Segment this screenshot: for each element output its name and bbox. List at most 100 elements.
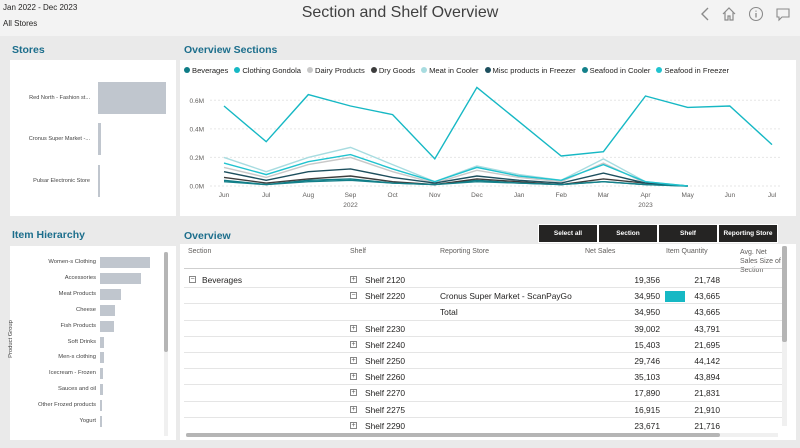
- legend-item[interactable]: Clothing Gondola: [234, 64, 301, 76]
- net-sales-cell: 39,002: [634, 323, 660, 334]
- table-row[interactable]: Total 34,950 43,665: [184, 304, 784, 321]
- table-row[interactable]: + Shelf 2270 17,890 21,831: [184, 385, 784, 402]
- stores-filter[interactable]: All Stores: [3, 19, 38, 28]
- header-divider: [184, 268, 784, 269]
- hierarchy-bar[interactable]: [100, 320, 114, 332]
- reporting-store-button[interactable]: Reporting Store: [718, 224, 778, 243]
- expand-shelf-icon[interactable]: +: [350, 389, 357, 397]
- shelf-button[interactable]: Shelf: [658, 224, 718, 243]
- overview-table-card: [180, 244, 796, 440]
- shelf-cell: Shelf 2220: [365, 291, 406, 302]
- home-icon[interactable]: [721, 6, 737, 22]
- item-quantity-cell: 44,142: [694, 356, 720, 366]
- table-row[interactable]: + Shelf 2250 29,746 44,142: [184, 353, 784, 370]
- page-title: Section and Shelf Overview: [301, 4, 499, 21]
- date-range-filter[interactable]: Jan 2022 - Dec 2023: [3, 3, 78, 12]
- hierarchy-scrollbar-thumb[interactable]: [164, 252, 168, 352]
- expand-shelf-icon[interactable]: +: [350, 373, 357, 381]
- net-sales-cell: 35,103: [634, 372, 660, 383]
- shelf-cell: Shelf 2240: [365, 339, 406, 350]
- x-tick-label: Mar: [598, 192, 610, 199]
- stores-bar-chart: [98, 80, 168, 200]
- table-hscroll-thumb[interactable]: [186, 433, 720, 437]
- x-tick-label: Jun: [725, 192, 736, 199]
- table-row[interactable]: − Shelf 2220 Cronus Super Market - ScanPay…: [184, 288, 784, 305]
- hierarchy-bar[interactable]: [100, 368, 103, 380]
- table-row[interactable]: + Shelf 2240 15,403 21,695: [184, 337, 784, 353]
- column-header-item-quantity[interactable]: Item Quantity: [666, 248, 708, 255]
- expand-shelf-icon[interactable]: +: [350, 405, 357, 413]
- hierarchy-bar[interactable]: [100, 257, 150, 268]
- hierarchy-bar[interactable]: [100, 336, 104, 348]
- hierarchy-bar[interactable]: [100, 352, 104, 364]
- net-sales-cell: 23,671: [634, 420, 660, 431]
- hierarchy-bar[interactable]: [100, 304, 115, 316]
- legend-item[interactable]: Dry Goods: [370, 64, 415, 76]
- shelf-cell: Shelf 2270: [365, 388, 406, 399]
- expand-shelf-icon[interactable]: +: [350, 357, 357, 364]
- legend-dot: [581, 67, 588, 73]
- hierarchy-bar[interactable]: [100, 416, 102, 427]
- store-bar[interactable]: [98, 123, 102, 155]
- x-tick-label: May: [682, 192, 695, 199]
- legend-dot: [370, 67, 377, 73]
- hierarchy-bar[interactable]: [100, 288, 121, 300]
- column-header-avg-net-sales[interactable]: Avg. Net Sales Size of Section: [740, 249, 781, 274]
- legend-item[interactable]: Dairy Products: [307, 64, 365, 76]
- hierarchy-bar[interactable]: [100, 384, 103, 396]
- series-line: [223, 86, 773, 161]
- net-sales-cell: 29,746: [634, 356, 660, 366]
- column-header-reporting-store[interactable]: Reporting Store: [440, 248, 490, 255]
- table-vscroll-thumb[interactable]: [782, 246, 787, 342]
- store-bar[interactable]: [98, 82, 166, 114]
- store-bar[interactable]: [98, 165, 100, 197]
- info-icon[interactable]: [748, 6, 764, 22]
- y-tick-label: 0.6M: [190, 98, 204, 105]
- expand-shelf-icon[interactable]: +: [350, 421, 357, 429]
- legend-dot: [484, 67, 491, 73]
- hierarchy-label: Yogurt: [79, 418, 96, 424]
- chart-legend: Beverages Clothing Gondola Dairy Products D…: [184, 64, 729, 76]
- section-button[interactable]: Section: [598, 224, 658, 243]
- expand-shelf-icon[interactable]: +: [350, 324, 357, 332]
- store-label: Pulsar Electronic Store: [33, 178, 90, 184]
- legend-item[interactable]: Misc products in Freezer: [484, 64, 576, 76]
- legend-item[interactable]: Seafood in Freezer: [656, 64, 729, 76]
- series-line: [223, 156, 688, 187]
- y-tick-label: 0.0M: [190, 184, 204, 191]
- hierarchy-bar[interactable]: [100, 400, 102, 412]
- select-all-button[interactable]: Select all: [538, 224, 598, 243]
- store-label: Red North - Fashion st...: [29, 95, 90, 101]
- overview-sections-card: [180, 60, 796, 216]
- table-row[interactable]: + Shelf 2290 23,671 21,716: [184, 418, 784, 432]
- table-row[interactable]: + Shelf 2230 39,002 43,791: [184, 321, 784, 337]
- legend-dot: [656, 67, 663, 73]
- collapse-shelf-icon[interactable]: −: [350, 292, 357, 300]
- section-cell: Beverages: [202, 275, 243, 285]
- legend-label: Meat in Cooler: [429, 65, 479, 75]
- table-row[interactable]: + Shelf 2275 16,915 21,910: [184, 402, 784, 418]
- legend-item[interactable]: Seafood in Cooler: [581, 64, 650, 76]
- legend-item[interactable]: Beverages: [184, 64, 228, 76]
- x-tick-label: Dec: [471, 192, 483, 199]
- legend-dot: [307, 67, 313, 73]
- legend-item[interactable]: Meat in Cooler: [421, 64, 479, 76]
- series-line: [223, 179, 688, 187]
- hierarchy-label: Icecream - Frozen: [48, 370, 96, 377]
- column-header-net-sales[interactable]: Net Sales: [585, 248, 616, 255]
- collapse-section-icon[interactable]: −: [189, 276, 196, 283]
- hierarchy-bar[interactable]: [100, 272, 141, 284]
- series-line: [223, 153, 688, 187]
- legend-dot: [234, 67, 241, 73]
- back-icon[interactable]: [698, 6, 714, 22]
- legend-label: Seafood in Freezer: [664, 65, 730, 75]
- column-header-shelf[interactable]: Shelf: [350, 248, 366, 255]
- table-body: − Beverages + Shelf 2120 19,356 21,748− Shelf …: [184, 272, 784, 432]
- table-row[interactable]: − Beverages + Shelf 2120 19,356 21,748: [184, 272, 784, 289]
- column-header-section[interactable]: Section: [188, 248, 212, 255]
- table-row[interactable]: + Shelf 2260 35,103 43,894: [184, 369, 784, 386]
- expand-shelf-icon[interactable]: +: [350, 276, 357, 283]
- y-tick-label: 0.4M: [190, 126, 204, 133]
- comment-icon[interactable]: [775, 6, 791, 22]
- expand-shelf-icon[interactable]: +: [350, 340, 357, 348]
